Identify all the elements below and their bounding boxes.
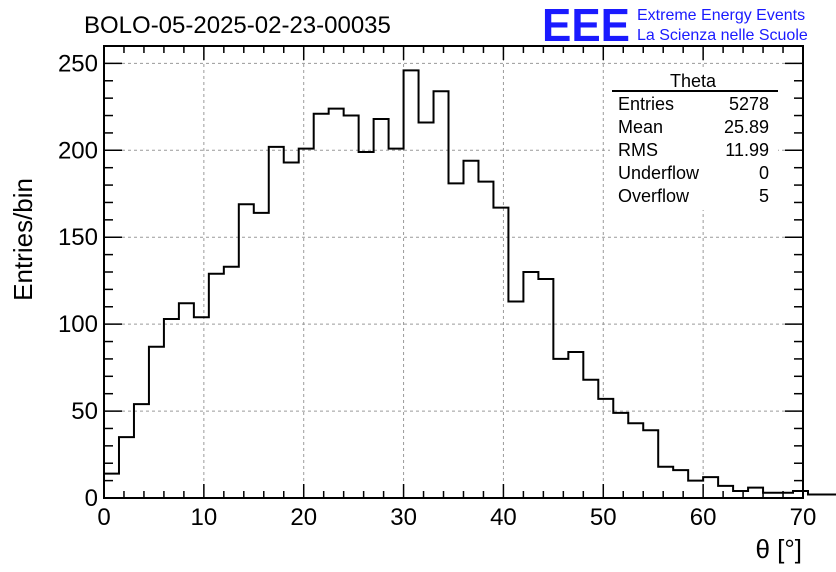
eee-logo-mark: EEE — [542, 0, 630, 51]
y-tick-label: 0 — [85, 485, 98, 512]
stats-label: Entries — [618, 94, 674, 114]
x-tick-label: 30 — [390, 504, 417, 531]
y-tick-label: 50 — [71, 398, 98, 425]
eee-logo-line2: La Scienza nelle Scuole — [637, 27, 808, 44]
stats-label: Underflow — [618, 163, 700, 183]
x-tick-label: 0 — [97, 504, 110, 531]
x-tick-label: 10 — [191, 504, 218, 531]
stats-value: 11.99 — [725, 140, 769, 160]
y-tick-label: 150 — [58, 224, 98, 251]
y-tick-label: 100 — [58, 311, 98, 338]
stats-label: RMS — [618, 140, 658, 160]
x-tick-label: 20 — [290, 504, 317, 531]
x-tick-label: 40 — [490, 504, 517, 531]
stats-box-title: Theta — [670, 71, 717, 91]
y-tick-label: 200 — [58, 137, 98, 164]
stats-value: 0 — [759, 163, 769, 183]
chart-title: BOLO-05-2025-02-23-00035 — [84, 12, 391, 39]
y-tick-labels: 0 50 100 150 200 250 — [58, 50, 98, 512]
stats-value: 5278 — [729, 94, 769, 114]
y-tick-label: 250 — [58, 50, 98, 77]
stats-label: Overflow — [618, 186, 690, 206]
stats-box: Theta Entries 5278 Mean 25.89 RMS 11.99 Underf… — [610, 70, 778, 210]
stats-value: 25.89 — [724, 117, 769, 137]
axis-ticks — [103, 45, 804, 499]
x-tick-labels: 0 10 20 30 40 50 60 70 — [97, 504, 816, 531]
stats-value: 5 — [759, 186, 769, 206]
x-tick-label: 60 — [690, 504, 717, 531]
eee-logo: EEE Extreme Energy Events La Scienza nel… — [542, 0, 808, 51]
y-axis-label: Entries/bin — [8, 178, 38, 301]
stats-label: Mean — [618, 117, 663, 137]
plot-frame — [103, 45, 804, 499]
histogram-series — [104, 69, 836, 496]
x-axis-label: θ [°] — [755, 534, 802, 564]
eee-logo-line1: Extreme Energy Events — [637, 7, 805, 24]
x-tick-label: 70 — [790, 504, 817, 531]
x-tick-label: 50 — [590, 504, 617, 531]
